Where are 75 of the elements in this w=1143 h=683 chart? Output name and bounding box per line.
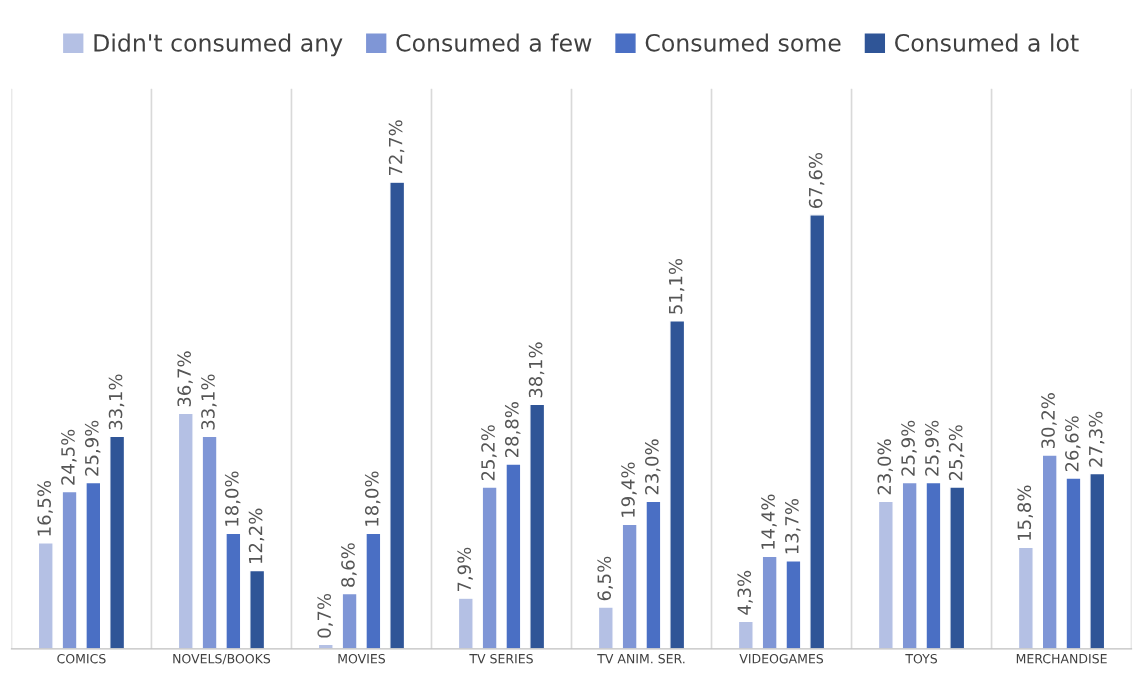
bar [529, 403, 546, 649]
bar [505, 463, 522, 649]
x-tick-label: COMICS [57, 653, 106, 664]
data-label: 33,1% [108, 374, 125, 430]
bar [901, 481, 918, 649]
bar [389, 181, 406, 649]
legend-label: Consumed a lot [895, 33, 1079, 52]
data-label: 36,7% [177, 351, 193, 407]
bar [785, 560, 802, 649]
bar [177, 412, 194, 649]
bar [925, 481, 942, 649]
x-tick-label: MERCHANDISE [1016, 653, 1107, 664]
data-label: 8,6% [341, 543, 357, 587]
bar [481, 486, 498, 649]
x-tick-label: TOYS [905, 653, 938, 664]
data-label: 25,9% [901, 420, 917, 476]
data-label: 25,2% [948, 425, 965, 481]
data-label: 25,9% [925, 420, 941, 476]
data-label: 14,4% [761, 494, 777, 549]
bar [645, 500, 662, 649]
data-label: 0,7% [317, 593, 333, 638]
data-label: 12,2% [248, 508, 265, 563]
bar [225, 532, 242, 649]
data-label: 30,2% [1041, 393, 1057, 449]
data-label: 15,8% [1017, 485, 1033, 540]
data-label: 33,1% [201, 374, 217, 430]
data-label: 18,0% [364, 471, 381, 526]
bar [1041, 454, 1058, 649]
data-label: 23,0% [644, 439, 661, 495]
data-label: 19,4% [621, 462, 637, 517]
data-label: 28,8% [504, 402, 521, 458]
bar [365, 532, 382, 649]
data-label: 51,1% [668, 258, 685, 314]
data-label: 7,9% [457, 547, 473, 592]
bar [457, 597, 474, 649]
bar [1089, 472, 1106, 649]
x-tick-label: TV ANIM. SER. [597, 653, 685, 664]
legend-label: Consumed some [645, 33, 841, 52]
bar [249, 569, 266, 649]
data-label: 4,3% [737, 570, 753, 615]
data-label: 25,2% [481, 425, 497, 481]
bar [949, 486, 966, 649]
x-tick-label: VIDEOGAMES [739, 653, 824, 664]
data-label: 67,6% [808, 152, 825, 209]
data-label: 24,5% [61, 429, 77, 485]
data-label: 26,6% [1065, 416, 1081, 472]
data-label: 6,5% [597, 556, 613, 601]
data-label: 23,0% [877, 439, 893, 495]
bar [341, 592, 358, 649]
bar [1065, 477, 1082, 649]
bar [201, 435, 218, 649]
x-tick-label: NOVELS/BOOKS [173, 653, 271, 665]
bar [877, 500, 894, 649]
data-label: 27,3% [1088, 411, 1105, 467]
legend-label: Didn't consumed any [94, 33, 343, 57]
data-label: 72,7% [388, 120, 405, 176]
data-label: 18,0% [224, 471, 241, 526]
bar [669, 320, 686, 649]
bar [85, 481, 102, 649]
legend-label: Consumed a few [396, 33, 592, 52]
bar [37, 542, 54, 649]
data-label: 13,7% [785, 498, 801, 554]
x-tick-label: TV SERIES [469, 653, 533, 664]
data-label: 16,5% [37, 481, 53, 536]
data-label: 25,9% [84, 420, 101, 476]
bar [809, 214, 826, 649]
data-label: 38,1% [528, 342, 545, 398]
bar [597, 606, 614, 649]
bar [621, 523, 638, 649]
x-tick-label: MOVIES [338, 653, 386, 664]
bar [1017, 546, 1034, 649]
bar [61, 490, 78, 649]
bar [761, 555, 778, 649]
bar [737, 620, 754, 649]
bar [109, 435, 126, 649]
